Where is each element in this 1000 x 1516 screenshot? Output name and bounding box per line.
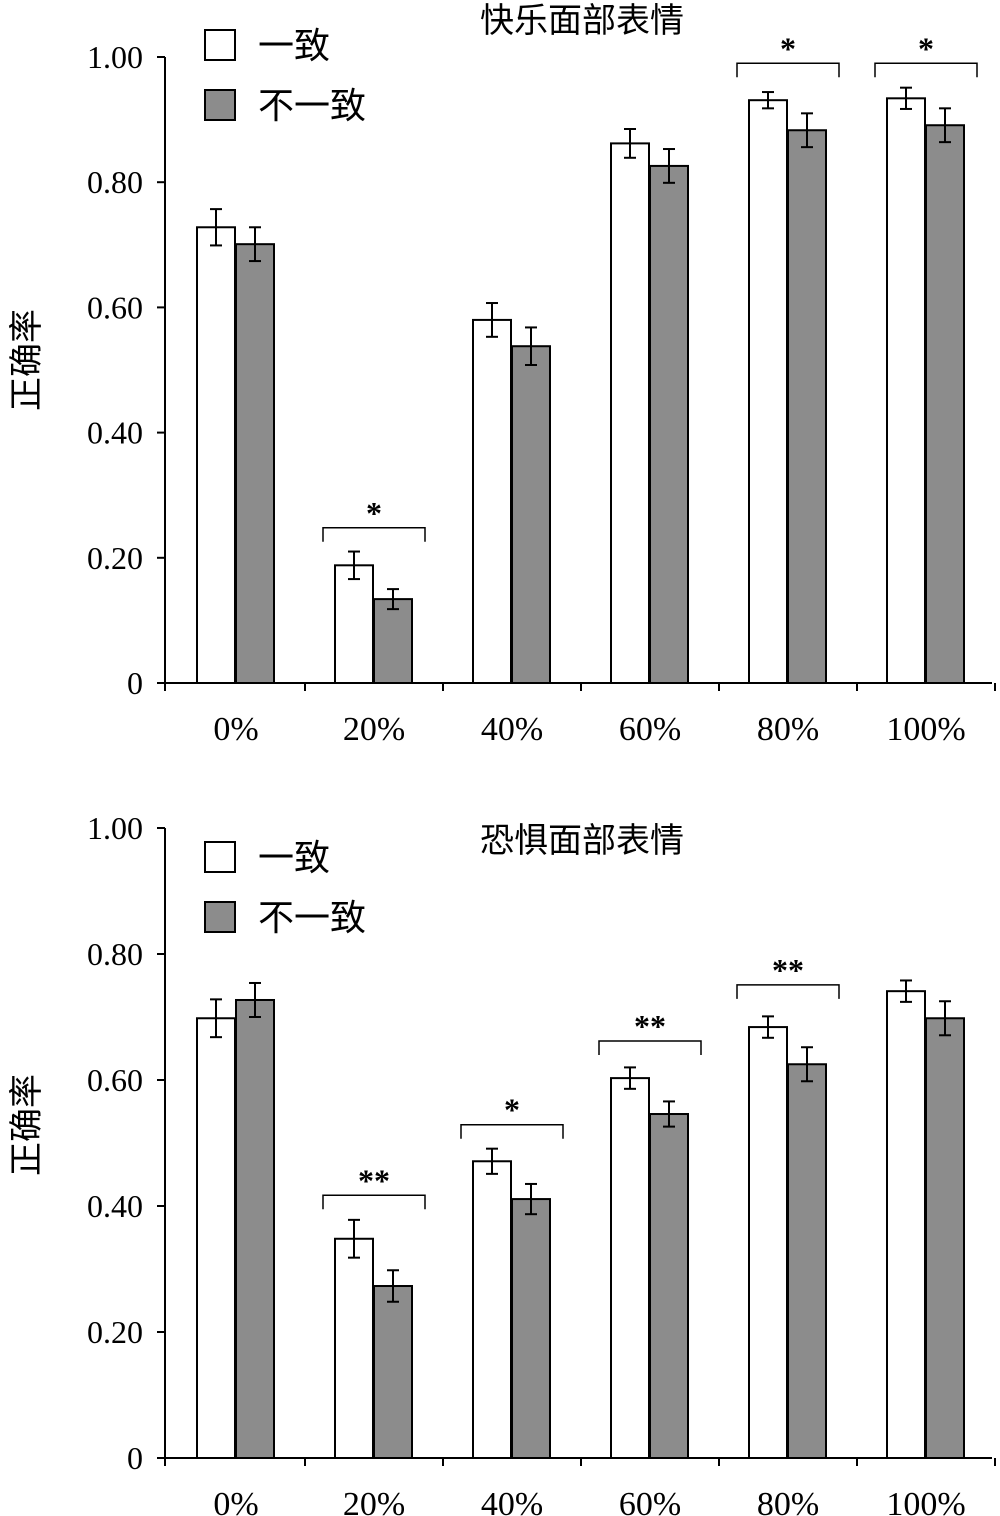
- bar-1-5: [925, 124, 965, 684]
- bar-1-3: [649, 1113, 689, 1460]
- x-tick-label: 80%: [757, 711, 819, 748]
- legend-swatch-1: [204, 901, 236, 933]
- bar-0-1: [334, 1237, 374, 1460]
- x-tick-label: 100%: [886, 711, 965, 748]
- legend-swatch-0: [204, 29, 236, 61]
- significance-bracket: [736, 62, 840, 78]
- significance-bracket: [322, 1194, 426, 1210]
- bar-1-0: [235, 998, 275, 1459]
- legend-swatch-1: [204, 89, 236, 121]
- bar-0-0: [196, 1017, 236, 1459]
- significance-mark: *: [366, 495, 382, 531]
- significance-mark: **: [358, 1162, 390, 1198]
- significance-mark: **: [772, 952, 804, 988]
- x-tick-label: 80%: [757, 1486, 819, 1516]
- x-tick-label: 40%: [481, 1486, 543, 1516]
- x-tick-label: 20%: [343, 711, 405, 748]
- bar-1-4: [787, 129, 827, 684]
- legend-swatch-0: [204, 841, 236, 873]
- y-tick-label: 0.80: [87, 936, 143, 972]
- y-tick-label: 0.40: [87, 415, 143, 451]
- significance-mark: *: [918, 30, 934, 66]
- bar-0-0: [196, 226, 236, 684]
- y-tick-label: 0.80: [87, 164, 143, 200]
- legend-label-0: 一致: [258, 26, 330, 66]
- y-tick-label: 0.20: [87, 540, 143, 576]
- bar-1-5: [925, 1017, 965, 1459]
- y-tick-label: 0.60: [87, 289, 143, 325]
- bar-0-5: [886, 97, 926, 685]
- y-tick-label: 1.00: [87, 39, 143, 75]
- bar-0-1: [334, 564, 374, 685]
- bar-0-5: [886, 990, 926, 1459]
- y-axis-label: 正确率: [8, 309, 46, 411]
- bar-0-2: [472, 318, 512, 684]
- y-tick-label: 0: [127, 665, 143, 701]
- bar-0-3: [610, 1077, 650, 1459]
- y-tick-label: 0: [127, 1440, 143, 1476]
- chart-title: 快乐面部表情: [480, 2, 684, 40]
- bar-1-3: [649, 164, 689, 684]
- chart-panel-1: 0 0.20 0.40 0.60 0.80 1.00 0% 20% 40% 60% 80% 100% 正…: [8, 810, 996, 1516]
- legend-label-0: 一致: [258, 838, 330, 878]
- bar-1-0: [235, 243, 275, 684]
- significance-bracket: [322, 527, 426, 542]
- significance-mark: *: [780, 30, 796, 66]
- chart-panel-0: 0 0.20 0.40 0.60 0.80 1.00 0% 20% 40% 60% 80% 100% 正…: [8, 2, 996, 748]
- y-axis-label: 正确率: [8, 1074, 46, 1176]
- bar-1-2: [511, 345, 551, 684]
- bar-1-1: [373, 598, 413, 685]
- chart-title: 恐惧面部表情: [480, 822, 684, 860]
- x-tick-label: 20%: [343, 1486, 405, 1516]
- bar-0-4: [748, 99, 788, 685]
- x-tick-label: 0%: [213, 711, 258, 748]
- bar-0-3: [610, 142, 650, 684]
- x-tick-label: 60%: [619, 711, 681, 748]
- bar-1-2: [511, 1198, 551, 1459]
- significance-bracket: [874, 62, 978, 78]
- y-tick-label: 0.60: [87, 1062, 143, 1098]
- bar-1-4: [787, 1063, 827, 1459]
- legend-label-1: 不一致: [258, 86, 366, 126]
- x-tick-label: 0%: [213, 1486, 258, 1516]
- bar-0-2: [472, 1160, 512, 1460]
- y-tick-label: 1.00: [87, 810, 143, 846]
- significance-bracket: [460, 1123, 564, 1139]
- y-tick-label: 0.40: [87, 1188, 143, 1224]
- bar-1-1: [373, 1285, 413, 1460]
- bar-0-4: [748, 1026, 788, 1459]
- legend-label-1: 不一致: [258, 898, 366, 938]
- y-tick-label: 0.20: [87, 1314, 143, 1350]
- significance-mark: **: [634, 1008, 666, 1044]
- x-tick-label: 100%: [886, 1486, 965, 1516]
- x-tick-label: 40%: [481, 711, 543, 748]
- significance-bracket: [736, 984, 840, 999]
- significance-mark: *: [504, 1092, 520, 1128]
- x-tick-label: 60%: [619, 1486, 681, 1516]
- significance-bracket: [598, 1040, 702, 1055]
